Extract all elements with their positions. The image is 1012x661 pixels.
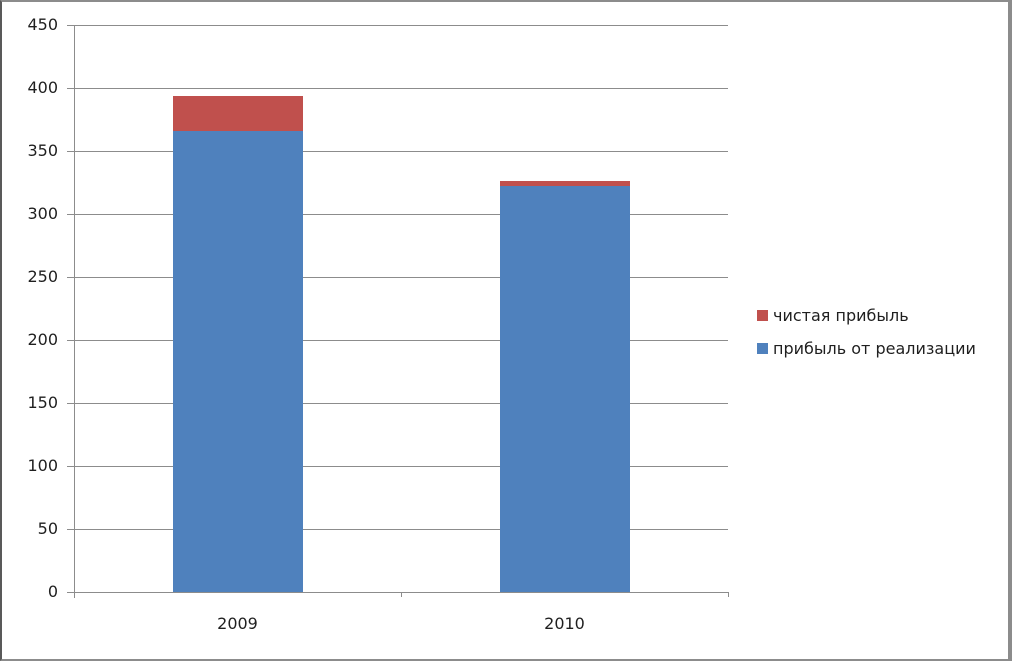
y-axis-tick-label: 0: [47, 582, 58, 601]
y-axis-tick-label: 250: [27, 267, 58, 286]
major-gridline: [67, 88, 728, 89]
legend-label: прибыль от реализации: [773, 339, 976, 358]
legend: чистая прибыль прибыль от реализации: [757, 299, 976, 365]
y-axis-tick-label: 350: [27, 141, 58, 160]
y-axis-tick-label: 300: [27, 204, 58, 223]
major-gridline: [67, 466, 728, 467]
y-axis-tick-label: 400: [27, 78, 58, 97]
y-axis-line: [74, 25, 75, 598]
y-axis-tick-label: 100: [27, 456, 58, 475]
y-axis-tick-label: 50: [37, 519, 58, 538]
major-gridline: [67, 151, 728, 152]
legend-item: чистая прибыль: [757, 299, 976, 332]
y-axis-tick-label: 200: [27, 330, 58, 349]
legend-swatch: [757, 343, 768, 354]
y-axis-tick-label: 150: [27, 393, 58, 412]
bar-segment-net-profit: [500, 181, 630, 186]
x-axis-category-label: 2010: [544, 614, 585, 633]
plot-area: [67, 25, 729, 598]
major-gridline: [67, 340, 728, 341]
x-axis-category-label: 2009: [217, 614, 258, 633]
legend-swatch: [757, 310, 768, 321]
legend-label: чистая прибыль: [773, 306, 909, 325]
major-gridline: [67, 25, 728, 26]
x-axis-tick: [728, 592, 729, 597]
bar-segment-net-profit: [173, 96, 303, 131]
legend-item: прибыль от реализации: [757, 332, 976, 365]
x-axis-line: [67, 592, 728, 593]
major-gridline: [67, 403, 728, 404]
major-gridline: [67, 214, 728, 215]
bar-segment-sales-profit: [500, 186, 630, 592]
major-gridline: [67, 277, 728, 278]
major-gridline: [67, 529, 728, 530]
bar-segment-sales-profit: [173, 131, 303, 592]
x-axis-tick: [401, 592, 402, 597]
y-axis-tick-label: 450: [27, 15, 58, 34]
